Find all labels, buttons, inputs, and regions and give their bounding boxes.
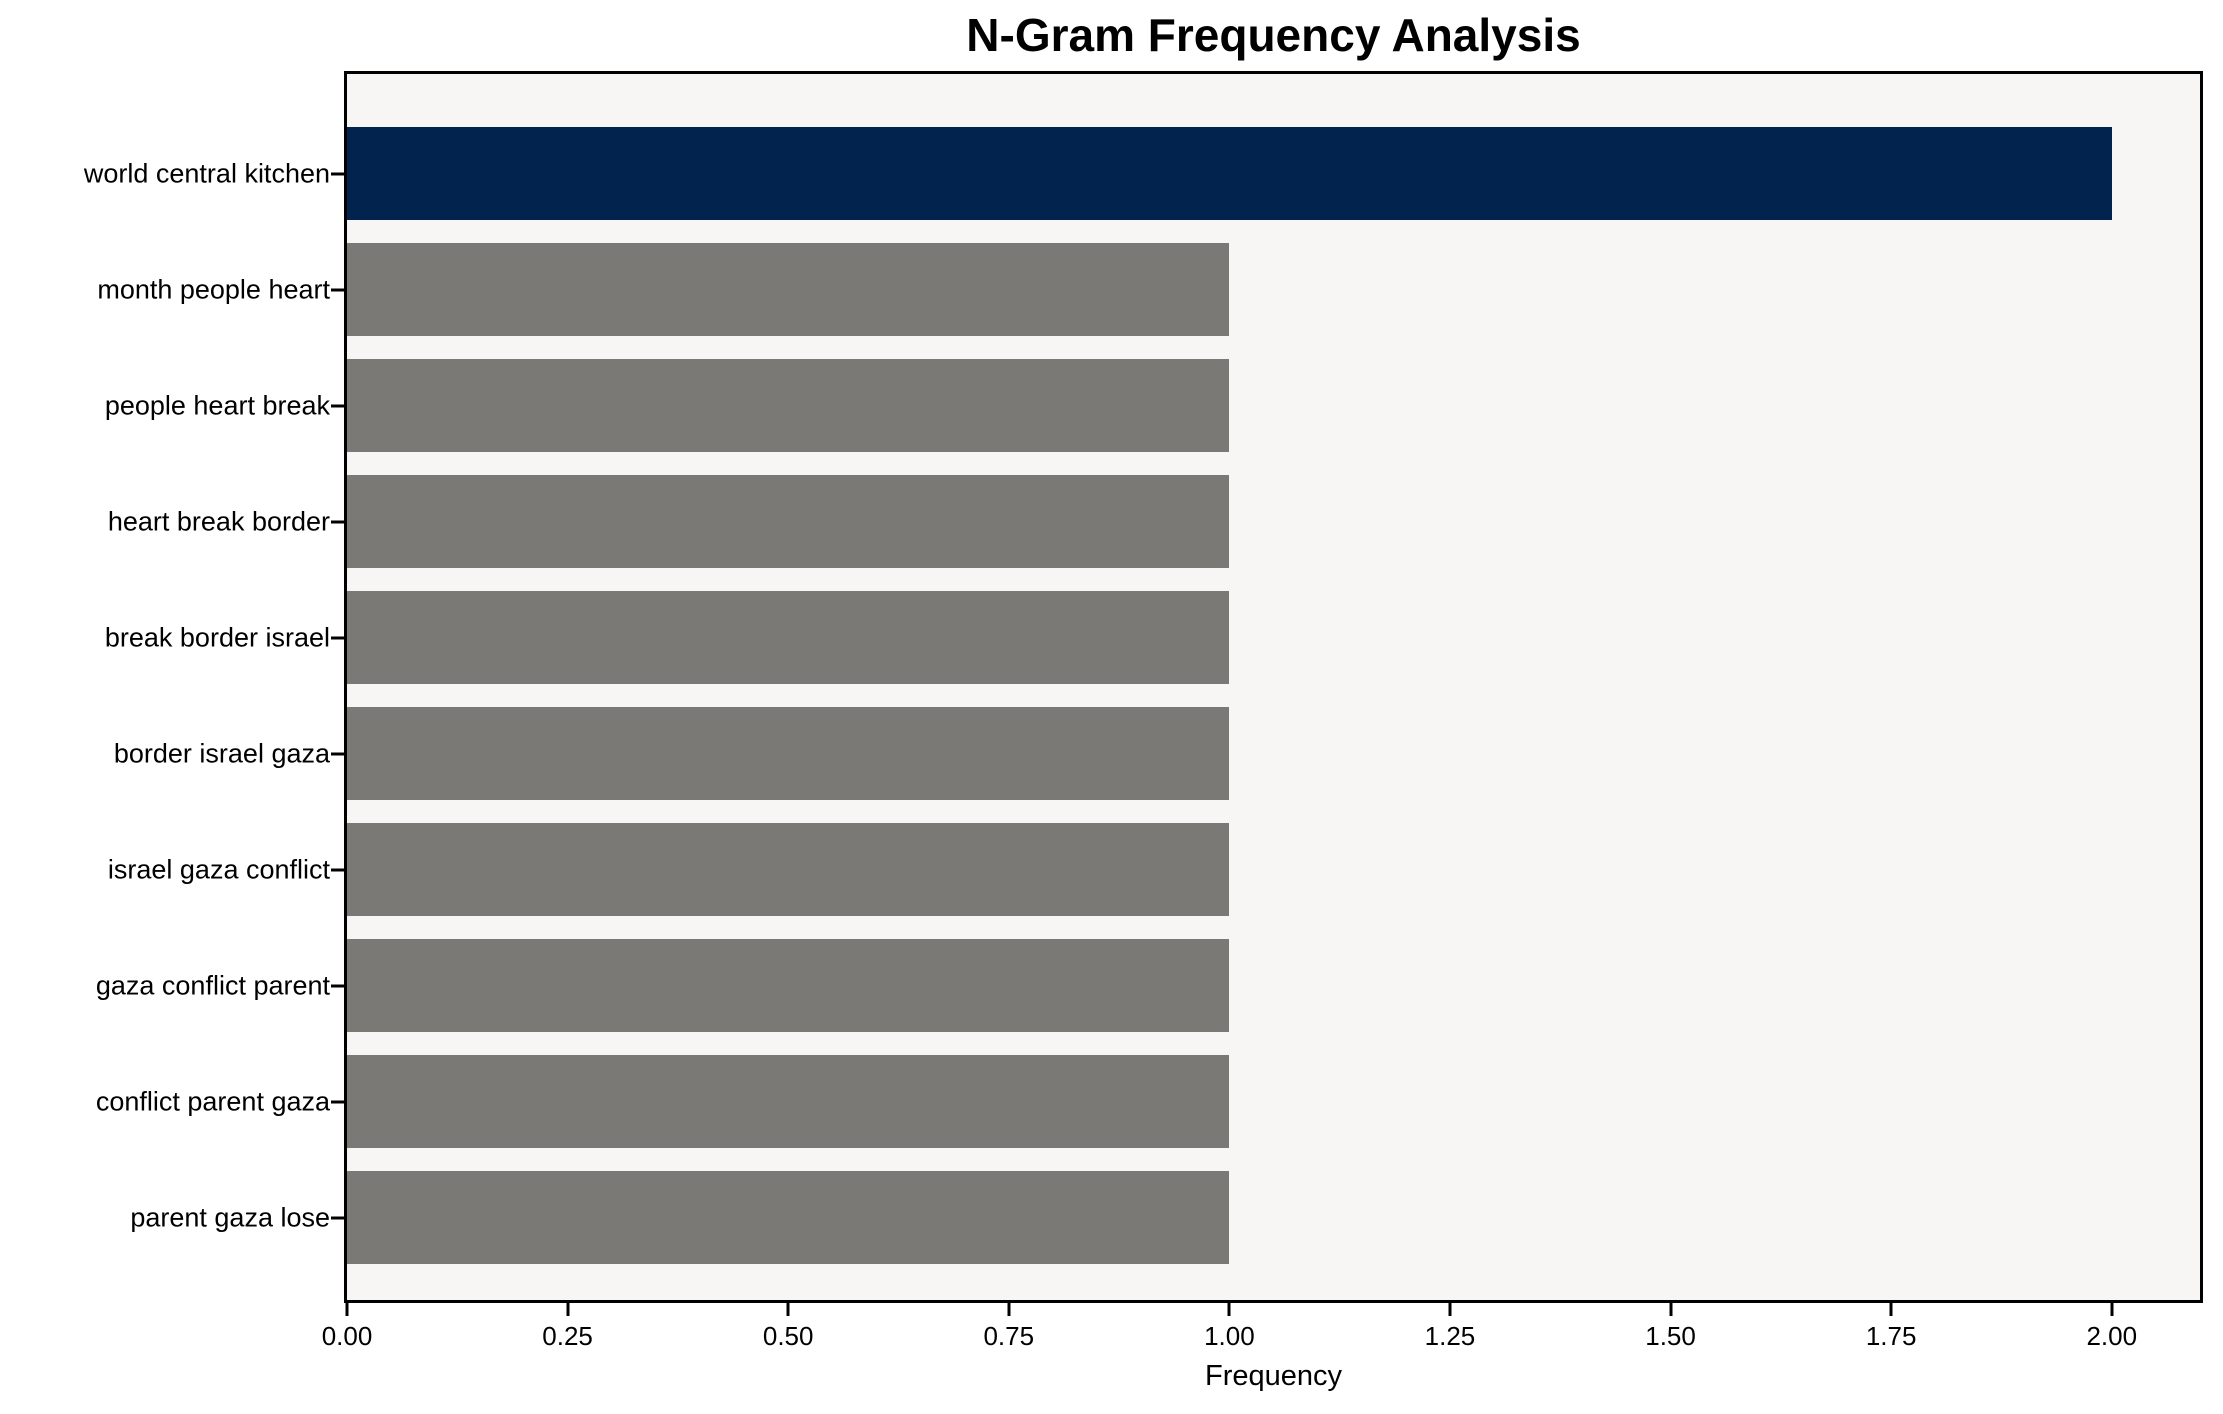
x-tick-mark	[1227, 1303, 1231, 1316]
x-tick-label: 0.75	[983, 1321, 1035, 1351]
bar-people-heart-break	[347, 359, 1230, 452]
y-tick-mark	[331, 752, 344, 755]
y-tick-mark	[331, 1100, 344, 1103]
bar-israel-gaza-conflict	[347, 823, 1230, 916]
y-tick-mark	[331, 172, 344, 175]
x-tick-label: 2.00	[2086, 1321, 2138, 1351]
x-tick-label: 0.50	[762, 1321, 814, 1351]
x-tick-mark	[2110, 1303, 2114, 1316]
y-axis-label: border israel gaza	[113, 738, 330, 768]
x-tick-mark	[1448, 1303, 1452, 1316]
plot-area	[344, 71, 2203, 1303]
y-tick-mark	[331, 1216, 344, 1219]
y-tick-mark	[331, 984, 344, 987]
y-axis-label: heart break border	[107, 506, 330, 536]
y-axis-label: israel gaza conflict	[107, 854, 330, 884]
x-tick-mark	[1669, 1303, 1673, 1316]
bar-parent-gaza-lose	[347, 1171, 1230, 1264]
x-tick-mark	[566, 1303, 570, 1316]
y-axis-ticks	[331, 71, 344, 1303]
y-tick-mark	[331, 868, 344, 871]
bar-heart-break-border	[347, 475, 1230, 568]
bar-world-central-kitchen	[347, 127, 2112, 220]
y-axis-label: gaza conflict parent	[95, 970, 330, 1000]
chart-title: N-Gram Frequency Analysis	[966, 9, 1581, 61]
y-axis-label: people heart break	[104, 390, 330, 420]
x-tick-label: 0.00	[321, 1321, 373, 1351]
y-tick-mark	[331, 636, 344, 639]
x-tick-label: 1.50	[1645, 1321, 1696, 1351]
x-tick-mark	[1889, 1303, 1893, 1316]
x-tick-label: 1.00	[1204, 1321, 1255, 1351]
y-tick-mark	[331, 288, 344, 291]
y-axis-label: month people heart	[97, 274, 330, 304]
y-tick-mark	[331, 404, 344, 407]
y-axis-label: conflict parent gaza	[95, 1086, 330, 1116]
bar-month-people-heart	[347, 243, 1230, 336]
y-tick-mark	[331, 520, 344, 523]
x-tick-label: 1.75	[1865, 1321, 1917, 1351]
bar-border-israel-gaza	[347, 707, 1230, 800]
x-tick-label: 0.25	[542, 1321, 593, 1351]
x-tick-mark	[1007, 1303, 1011, 1316]
y-axis-label: break border israel	[104, 622, 330, 652]
y-axis-label: world central kitchen	[83, 158, 330, 188]
x-tick-label: 1.25	[1424, 1321, 1476, 1351]
x-axis-ticks: 0.00 0.25 0.50 0.75 1.00 1.25 1.50 1.75 2.00	[322, 1303, 2200, 1363]
x-tick-mark	[345, 1303, 349, 1316]
y-axis-labels: world central kitchen month people heart p…	[0, 71, 330, 1303]
bar-gaza-conflict-parent	[347, 939, 1230, 1032]
bar-break-border-israel	[347, 591, 1230, 684]
y-axis-label: parent gaza lose	[130, 1202, 330, 1232]
x-tick-mark	[786, 1303, 790, 1316]
bar-conflict-parent-gaza	[347, 1055, 1230, 1148]
x-axis-title: Frequency	[1204, 1360, 1342, 1392]
